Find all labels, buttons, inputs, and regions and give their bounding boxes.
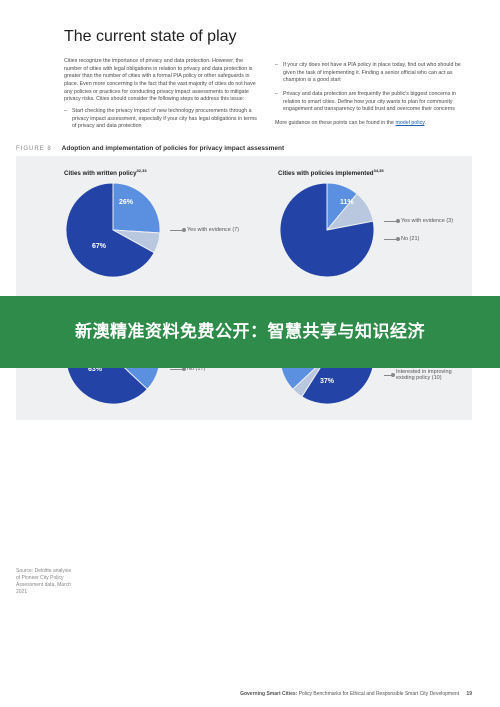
- model-policy-link[interactable]: model policy: [395, 120, 424, 126]
- footer-rest: Policy Benchmarks for Ethical and Respon…: [297, 691, 459, 697]
- chart-title: Cities with policies implemented34,35: [278, 168, 462, 177]
- pie-percent-label: 11%: [340, 199, 354, 206]
- pie-percent-label: 26%: [119, 199, 133, 206]
- chart-grid: Cities with written policy32,33 26% 67% Yes…: [64, 168, 462, 406]
- footer: Governing Smart Cities: Policy Benchmark…: [0, 691, 500, 697]
- figure-label: FIGURE 8 Adoption and implementation of …: [16, 145, 472, 152]
- leader-line-icon: [384, 239, 398, 240]
- intro-left-text: Cities recognize the importance of priva…: [64, 58, 261, 104]
- intro-left: Cities recognize the importance of priva…: [64, 58, 261, 131]
- chart-cell: Cities with written policy32,33 26% 67% Yes…: [64, 168, 248, 279]
- intro-right: – If your city does not have a PIA polic…: [275, 58, 472, 131]
- footer-bold: Governing Smart Cities:: [240, 691, 297, 697]
- chart-legend: Yes with evidence (7): [170, 227, 239, 233]
- intro-right-bullet1: – If your city does not have a PIA polic…: [275, 62, 472, 85]
- page: The current state of play Cities recogni…: [0, 0, 500, 707]
- leader-line-icon: [384, 221, 398, 222]
- pie-chart: 11%: [278, 181, 376, 279]
- intro-right-bullet2-text: Privacy and data protection are frequent…: [283, 91, 472, 114]
- source-text: Source: Deloitte analysis of Pioneer Cit…: [16, 568, 76, 596]
- legend-item: Yes with evidence (3): [384, 218, 453, 224]
- page-number: 19: [466, 691, 472, 697]
- page-title: The current state of play: [64, 28, 472, 46]
- dash-icon: –: [64, 108, 72, 131]
- pie-percent-label: 67%: [92, 243, 106, 250]
- chart-cell: Cities with policies implemented34,35 11%…: [278, 168, 462, 279]
- figure-title: Adoption and implementation of policies …: [62, 145, 285, 152]
- figure-number: FIGURE 8: [16, 146, 52, 152]
- leader-line-icon: [170, 230, 184, 231]
- chart-body: 11% Yes with evidence (3) No (21): [278, 181, 462, 279]
- legend-label: No (21): [401, 236, 419, 242]
- chart-panel: Cities with written policy32,33 26% 67% Yes…: [16, 156, 472, 420]
- legend-item: Interested in improving existing policy …: [384, 369, 462, 381]
- chart-title: Cities with written policy32,33: [64, 168, 248, 177]
- pie-percent-label: 37%: [320, 378, 334, 385]
- legend-label: Yes with evidence (3): [401, 218, 453, 224]
- intro-columns: Cities recognize the importance of priva…: [64, 58, 472, 131]
- intro-right-bullet2: – Privacy and data protection are freque…: [275, 91, 472, 114]
- dash-icon: –: [275, 91, 283, 114]
- banner-text: 新澳精准资料免费公开：智慧共享与知识经济: [75, 321, 425, 344]
- pie-chart: 26% 67%: [64, 181, 162, 279]
- legend-item: Yes with evidence (7): [170, 227, 239, 233]
- legend-label: Yes with evidence (7): [187, 227, 239, 233]
- chart-legend: Yes with evidence (3) No (21): [384, 218, 453, 242]
- chart-body: 26% 67% Yes with evidence (7): [64, 181, 248, 279]
- intro-left-bullet: – Start checking the privacy impact of n…: [64, 108, 261, 131]
- intro-right-more: More guidance on these points can be fou…: [275, 120, 472, 128]
- legend-item: No (21): [384, 236, 453, 242]
- legend-label: Interested in improving existing policy …: [396, 369, 462, 381]
- overlay-banner: 新澳精准资料免费公开：智慧共享与知识经济: [0, 296, 500, 368]
- intro-left-bullet-text: Start checking the privacy impact of new…: [72, 108, 261, 131]
- intro-right-bullet1-text: If your city does not have a PIA policy …: [283, 62, 472, 85]
- leader-line-icon: [384, 375, 393, 376]
- leader-line-icon: [170, 369, 184, 370]
- dash-icon: –: [275, 62, 283, 85]
